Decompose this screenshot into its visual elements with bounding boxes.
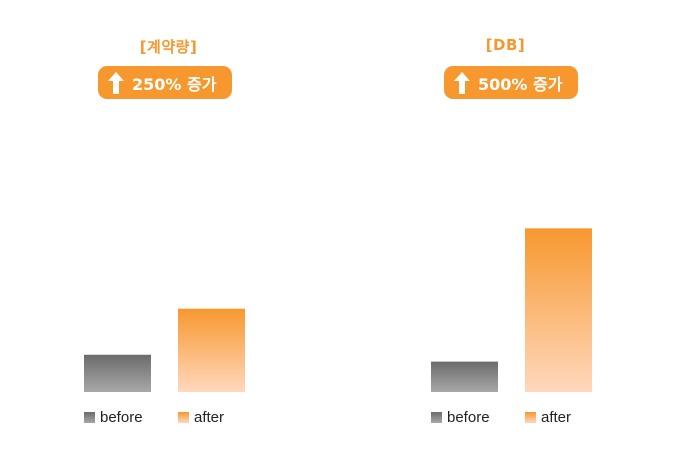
legend-label-before: before bbox=[100, 408, 143, 426]
legend-label-after: after bbox=[194, 408, 225, 426]
legend-swatch-before bbox=[431, 411, 442, 423]
bar-after bbox=[178, 308, 245, 392]
up-arrow-icon bbox=[108, 71, 124, 94]
bar-after bbox=[525, 228, 592, 392]
increase-badge: 500% 증가 bbox=[444, 66, 578, 99]
bar-before bbox=[84, 354, 151, 392]
increase-badge-text: 500% 증가 bbox=[478, 74, 563, 94]
legend-before: before bbox=[431, 408, 490, 426]
bar-before bbox=[431, 361, 498, 392]
legend-after: after bbox=[525, 408, 571, 426]
bar-plot bbox=[84, 308, 245, 392]
bar-plot bbox=[431, 228, 592, 392]
legend-label-after: after bbox=[541, 408, 572, 426]
chart-db: [DB] 500% 증가 before after bbox=[337, 0, 674, 450]
legend-label-before: before bbox=[447, 408, 490, 426]
chart-contracts: [계약량] 250% 증가 before after bbox=[0, 0, 337, 450]
up-arrow-icon bbox=[454, 71, 470, 94]
legend-swatch-after bbox=[525, 411, 536, 423]
legend-before: before bbox=[84, 408, 143, 426]
chart-title: [DB] bbox=[485, 36, 526, 54]
legend-swatch-before bbox=[84, 411, 95, 423]
legend-swatch-after bbox=[178, 411, 189, 423]
increase-badge-text: 250% 증가 bbox=[132, 74, 217, 94]
chart-title: [계약량] bbox=[139, 38, 198, 56]
increase-badge: 250% 증가 bbox=[98, 66, 232, 99]
legend-after: after bbox=[178, 408, 224, 426]
